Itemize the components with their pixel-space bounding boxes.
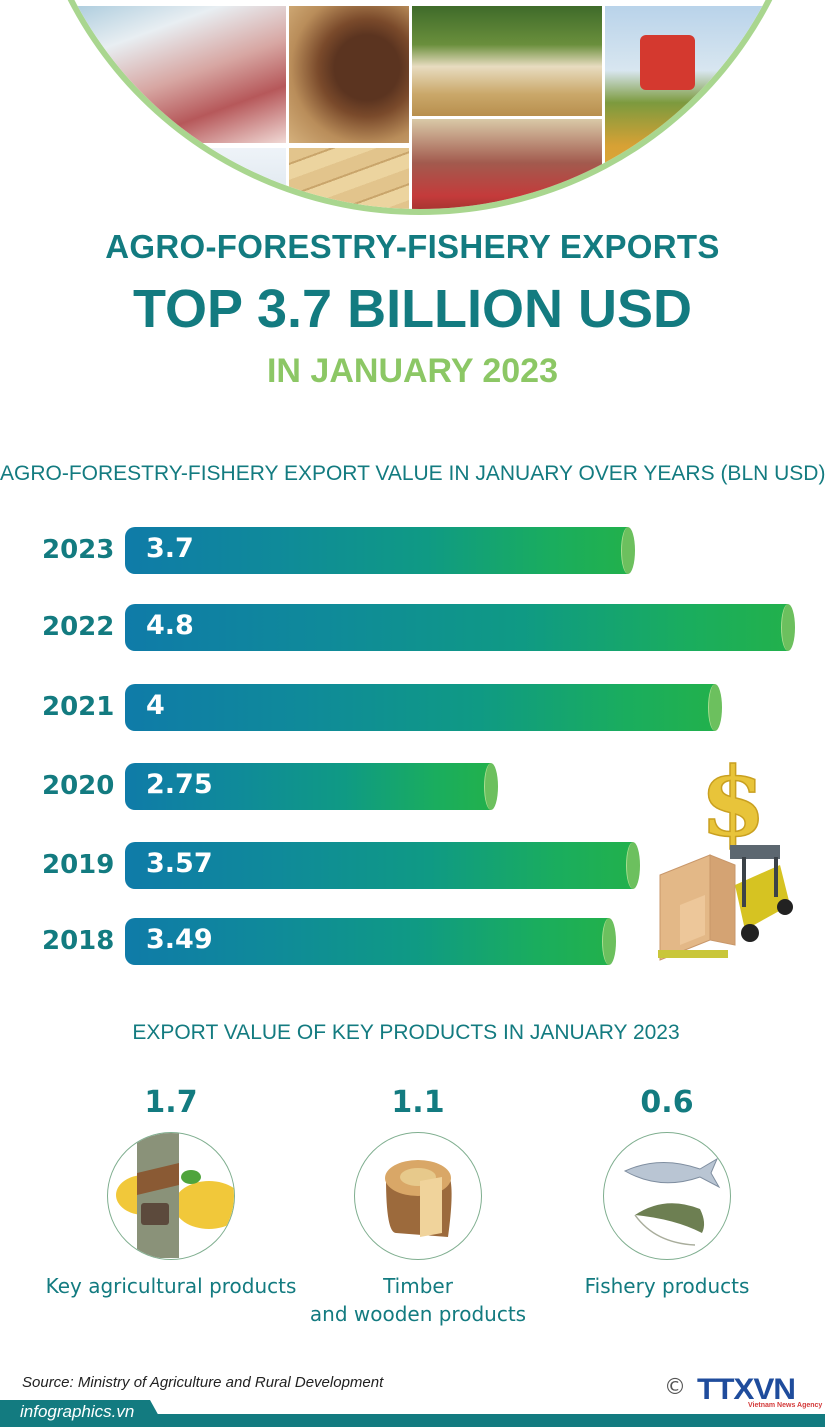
bar-row-2022: 2022 4.8	[0, 604, 825, 652]
bar: 2.75	[125, 763, 498, 810]
bar: 4	[125, 684, 722, 731]
bar-row-2019: 2019 3.57	[0, 842, 825, 890]
coffee-beans-photo	[289, 6, 409, 143]
rice-photo	[412, 6, 602, 116]
headline-line-2: TOP 3.7 BILLION USD	[132, 279, 693, 339]
bar-row-2020: 2020 2.75	[0, 763, 825, 811]
bar: 3.57	[125, 842, 640, 889]
chart-title: AGRO-FORESTRY-FISHERY EXPORT VALUE IN JA…	[0, 462, 825, 485]
headline-line-3: IN JANUARY 2023	[266, 352, 558, 390]
bar-row-2023: 2023 3.7	[0, 527, 825, 575]
tree-stump-icon	[354, 1132, 482, 1260]
bar-end-cap	[626, 842, 640, 889]
key-product-value: 0.6	[640, 1085, 694, 1120]
bar-year-label: 2021	[42, 692, 115, 722]
bar-end-cap	[708, 684, 722, 731]
bar-row-2018: 2018 3.49	[0, 918, 825, 966]
bar-end-cap	[484, 763, 498, 810]
ttxvn-tagline: Vietnam News Agency	[748, 1402, 823, 1409]
fish-shrimp-icon	[603, 1132, 731, 1260]
source-credit: Source: Ministry of Agriculture and Rura…	[22, 1374, 384, 1391]
header-photo-collage	[0, 0, 825, 215]
copyright-icon: ©	[664, 1375, 686, 1400]
bar-value: 2.75	[146, 769, 213, 800]
timber-planks-photo	[289, 148, 409, 209]
svg-text:$: $	[700, 747, 766, 858]
bar-value: 4.8	[146, 610, 194, 641]
key-product-label: Timber and wooden products	[283, 1272, 553, 1328]
bar-value: 3.57	[146, 848, 213, 879]
bar-value: 4	[146, 690, 165, 721]
key-product-timber: 1.1 Timber and wooden products	[283, 1085, 553, 1328]
bar: 4.8	[125, 604, 795, 651]
bar-value: 3.7	[146, 533, 194, 564]
bar-end-cap	[621, 527, 635, 574]
forklift-dollar-icon: $	[658, 746, 793, 961]
key-product-value: 1.1	[391, 1085, 445, 1120]
collage-semicircle	[25, 0, 815, 215]
footer-tab	[0, 1400, 165, 1427]
headline-line-1: AGRO-FORESTRY-FISHERY EXPORTS	[105, 228, 720, 265]
bar-year-label: 2018	[42, 926, 115, 956]
bar-end-cap	[781, 604, 795, 651]
harvester-machine-icon	[640, 35, 695, 90]
bar-year-label: 2020	[42, 771, 115, 801]
fish-processing-photo	[31, 6, 286, 143]
bar: 3.7	[125, 527, 635, 574]
bar-value: 3.49	[146, 924, 213, 955]
bar-row-2021: 2021 4	[0, 684, 825, 732]
ttxvn-logo: TTXVN	[697, 1373, 796, 1406]
site-link[interactable]: infographics.vn	[20, 1402, 135, 1421]
footer-band	[0, 1414, 825, 1427]
bar: 3.49	[125, 918, 616, 965]
bar-end-cap	[602, 918, 616, 965]
key-product-fishery: 0.6 Fishery products	[532, 1085, 802, 1300]
key-products-title: EXPORT VALUE OF KEY PRODUCTS IN JANUARY …	[132, 1021, 680, 1044]
lab-worker-photo	[31, 148, 286, 209]
key-product-label-line-2: and wooden products	[309, 1302, 527, 1326]
key-product-label: Key agricultural products	[45, 1274, 297, 1298]
rubber-tree-icon	[107, 1132, 235, 1260]
key-product-value: 1.7	[144, 1085, 198, 1120]
key-product-label: Fishery products	[584, 1274, 750, 1298]
bar-year-label: 2019	[42, 850, 115, 880]
key-product-agricultural: 1.7 Key agricultural products	[36, 1085, 306, 1300]
bar-year-label: 2023	[42, 535, 115, 565]
bar-year-label: 2022	[42, 612, 115, 642]
harvester-photo	[605, 6, 809, 209]
key-product-label-line-1: Timber	[383, 1274, 453, 1298]
fruit-sorting-photo	[412, 119, 602, 209]
